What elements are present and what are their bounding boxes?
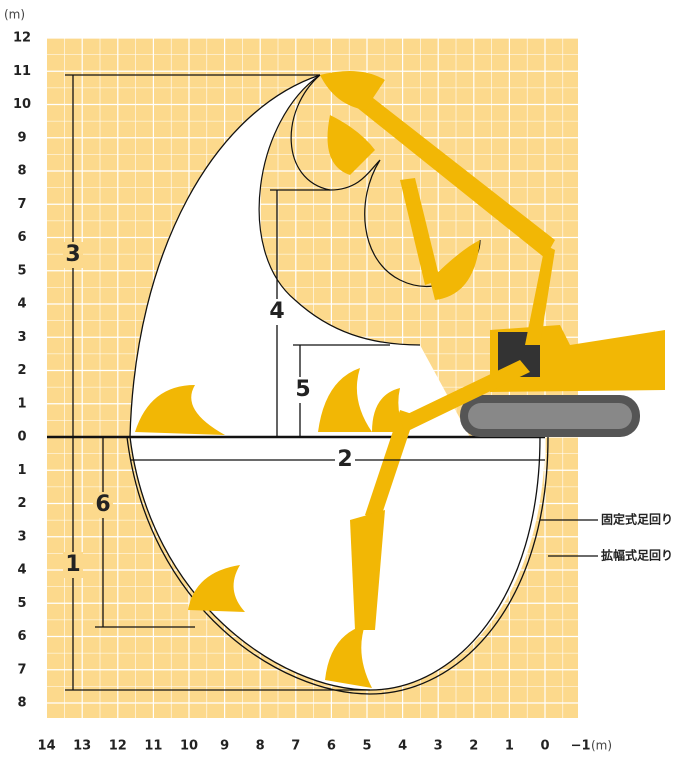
boom — [335, 80, 555, 258]
x-tick-label: 3 — [434, 739, 443, 754]
label-background — [93, 492, 113, 518]
dimension-label: 3 — [65, 242, 80, 267]
y-tick-label: 3 — [17, 529, 26, 544]
x-tick-label: 4 — [398, 739, 407, 754]
dimension-labels: 1 2 3 4 5 6 — [63, 242, 355, 578]
envelope-line — [129, 74, 321, 438]
x-tick-label: 13 — [73, 739, 91, 754]
y-tick-label: 5 — [17, 263, 26, 278]
bucket — [372, 388, 405, 432]
label-background — [293, 377, 313, 403]
dimension-label: 6 — [95, 492, 110, 517]
legend-label: 固定式足回り — [601, 512, 673, 527]
dimension-label: 5 — [295, 377, 310, 402]
x-tick-label: 14 — [38, 739, 56, 754]
bucket — [325, 625, 372, 688]
track-inner — [468, 403, 632, 429]
x-tick-label: −1 — [571, 739, 591, 754]
envelope-line — [126, 436, 549, 695]
x-tick-label: 10 — [180, 739, 198, 754]
label-background — [63, 242, 83, 268]
y-tick-label: 3 — [17, 330, 26, 345]
x-tick-label: 11 — [144, 739, 162, 754]
x-tick-label: 9 — [220, 739, 229, 754]
y-tick-label: 5 — [17, 596, 26, 611]
x-tick-label: 8 — [256, 739, 265, 754]
dimension-label: 4 — [269, 299, 284, 324]
boom — [395, 360, 530, 430]
bucket — [135, 385, 225, 435]
y-tick-label: 1 — [17, 463, 26, 478]
y-tick-label: 12 — [13, 31, 31, 46]
arm — [350, 510, 385, 630]
label-background — [63, 552, 83, 578]
x-tick-label: 7 — [291, 739, 300, 754]
envelope-line — [258, 74, 421, 346]
y-tick-label: 11 — [13, 64, 31, 79]
y-tick-label: 1 — [17, 396, 26, 411]
y-tick-label: 2 — [17, 363, 26, 378]
y-tick-label: 0 — [17, 430, 26, 445]
bucket — [318, 368, 372, 432]
bucket — [188, 565, 245, 612]
y-tick-label: 9 — [17, 130, 26, 145]
label-background — [267, 299, 287, 325]
boom — [365, 410, 415, 520]
y-tick-label: 7 — [17, 197, 26, 212]
x-axis-unit: (m) — [591, 739, 612, 753]
y-tick-label: 2 — [17, 496, 26, 511]
y-tick-label: 4 — [17, 563, 26, 578]
x-tick-label: 2 — [469, 739, 478, 754]
y-tick-label: 8 — [17, 696, 26, 711]
boom — [525, 245, 555, 345]
y-tick-label: 6 — [17, 629, 26, 644]
bucket — [320, 71, 385, 110]
excavator — [135, 71, 665, 688]
dimension-label: 1 — [65, 552, 80, 577]
y-tick-label: 10 — [13, 97, 31, 112]
lower-envelope — [130, 437, 545, 690]
y-tick-label: 6 — [17, 230, 26, 245]
y-tick-label: 7 — [17, 662, 26, 677]
y-tick-label: 4 — [17, 297, 26, 312]
y-tick-label: 8 — [17, 164, 26, 179]
x-tick-label: 1 — [505, 739, 514, 754]
x-tick-label: 12 — [109, 739, 127, 754]
x-tick-label: 6 — [327, 739, 336, 754]
upper-envelope — [130, 75, 470, 437]
legend-label: 拡幅式足回り — [601, 548, 673, 563]
bucket — [430, 240, 480, 300]
x-tick-label: 5 — [362, 739, 371, 754]
arm — [400, 178, 440, 285]
dimension-label: 2 — [337, 447, 352, 472]
x-tick-label: 0 — [540, 739, 549, 754]
bucket — [327, 115, 375, 175]
label-background — [335, 447, 355, 473]
y-axis-unit: (m) — [4, 8, 25, 22]
